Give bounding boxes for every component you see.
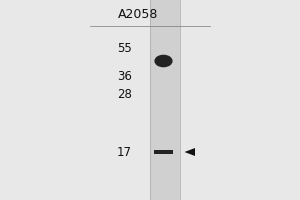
FancyBboxPatch shape xyxy=(150,0,180,200)
FancyBboxPatch shape xyxy=(154,150,173,154)
Text: 17: 17 xyxy=(117,146,132,158)
Text: 36: 36 xyxy=(117,70,132,82)
Text: A2058: A2058 xyxy=(118,7,158,21)
Circle shape xyxy=(155,55,172,67)
Text: 55: 55 xyxy=(117,42,132,54)
Polygon shape xyxy=(184,148,195,156)
Text: 28: 28 xyxy=(117,88,132,100)
